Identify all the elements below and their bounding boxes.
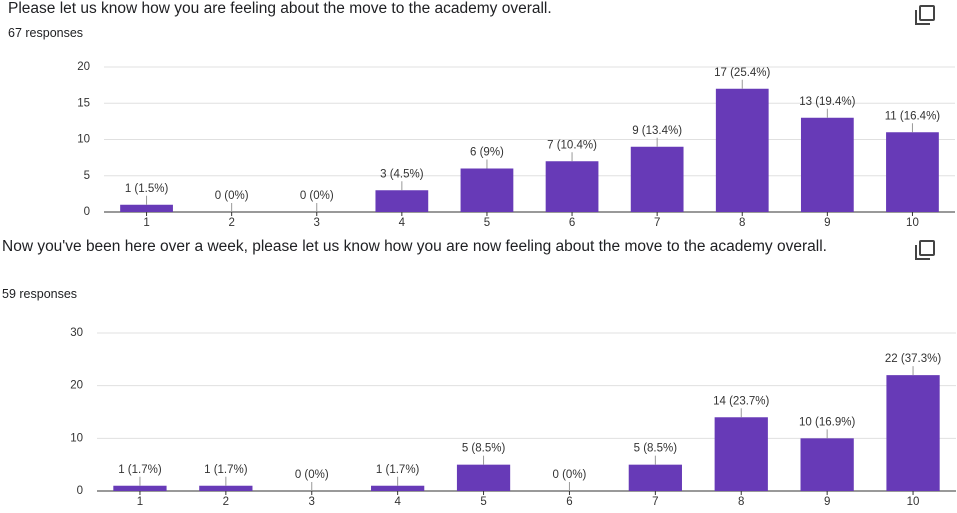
response-count: 59 responses xyxy=(2,287,78,301)
x-tick-label: 9 xyxy=(824,496,830,508)
x-tick-label: 8 xyxy=(738,496,744,508)
y-tick-label: 0 xyxy=(77,485,83,497)
x-tick-label: 5 xyxy=(480,496,486,508)
question-title: Please let us know how you are feeling a… xyxy=(8,0,552,17)
y-tick-label: 0 xyxy=(84,206,90,218)
x-tick-label: 6 xyxy=(566,496,572,508)
copy-icon[interactable] xyxy=(915,5,935,25)
bar xyxy=(113,485,167,491)
value-label: 13 (19.4%) xyxy=(799,96,855,108)
value-label: 5 (8.5%) xyxy=(462,443,506,455)
y-tick-label: 5 xyxy=(84,170,90,182)
bar xyxy=(199,485,253,491)
value-label: 0 (0%) xyxy=(553,469,587,481)
bar xyxy=(371,485,425,491)
value-label: 5 (8.5%) xyxy=(634,443,678,455)
x-tick-label: 5 xyxy=(484,217,490,229)
value-label: 1 (1.5%) xyxy=(125,183,169,195)
bar xyxy=(715,88,769,212)
y-tick-label: 20 xyxy=(77,61,90,73)
x-tick-label: 9 xyxy=(824,217,830,229)
bar xyxy=(800,117,854,212)
y-tick-label: 30 xyxy=(70,327,83,339)
question-title: Now you've been here over a week, please… xyxy=(2,238,827,255)
x-tick-label: 3 xyxy=(309,496,315,508)
value-label: 0 (0%) xyxy=(300,190,334,202)
x-tick-label: 7 xyxy=(654,217,660,229)
value-label: 10 (16.9%) xyxy=(799,416,855,428)
bar xyxy=(545,161,599,212)
y-tick-label: 15 xyxy=(77,97,90,109)
bar xyxy=(460,168,514,212)
value-label: 3 (4.5%) xyxy=(380,168,424,180)
bar xyxy=(630,146,684,212)
x-tick-label: 10 xyxy=(907,496,920,508)
value-label: 7 (10.4%) xyxy=(547,139,597,151)
value-label: 0 (0%) xyxy=(215,190,249,202)
y-tick-label: 10 xyxy=(70,432,83,444)
x-tick-label: 3 xyxy=(314,217,320,229)
value-label: 6 (9%) xyxy=(470,147,504,159)
response-count: 67 responses xyxy=(8,26,84,40)
bar xyxy=(886,132,939,212)
bar xyxy=(886,375,940,491)
value-label: 22 (37.3%) xyxy=(885,353,941,365)
value-label: 1 (1.7%) xyxy=(118,464,162,476)
x-tick-label: 1 xyxy=(137,496,143,508)
value-label: 14 (23.7%) xyxy=(713,395,769,407)
x-tick-label: 7 xyxy=(652,496,658,508)
value-label: 17 (25.4%) xyxy=(714,67,770,79)
value-label: 9 (13.4%) xyxy=(632,125,682,137)
bar xyxy=(456,464,511,491)
x-tick-label: 10 xyxy=(906,217,919,229)
bar xyxy=(800,438,854,491)
x-tick-label: 2 xyxy=(228,217,234,229)
x-tick-label: 2 xyxy=(223,496,229,508)
x-tick-label: 8 xyxy=(739,217,745,229)
x-tick-label: 1 xyxy=(143,217,149,229)
bar xyxy=(628,464,682,491)
value-label: 1 (1.7%) xyxy=(204,464,248,476)
y-tick-label: 20 xyxy=(70,380,83,392)
value-label: 11 (16.4%) xyxy=(885,110,941,122)
value-label: 0 (0%) xyxy=(295,469,329,481)
bar xyxy=(120,204,173,212)
x-tick-label: 4 xyxy=(394,496,401,508)
value-label: 1 (1.7%) xyxy=(376,464,420,476)
x-tick-label: 4 xyxy=(399,217,406,229)
x-tick-label: 6 xyxy=(569,217,575,229)
copy-icon[interactable] xyxy=(915,240,935,260)
bar xyxy=(714,417,768,491)
bar xyxy=(375,190,429,212)
y-tick-label: 10 xyxy=(77,134,90,146)
